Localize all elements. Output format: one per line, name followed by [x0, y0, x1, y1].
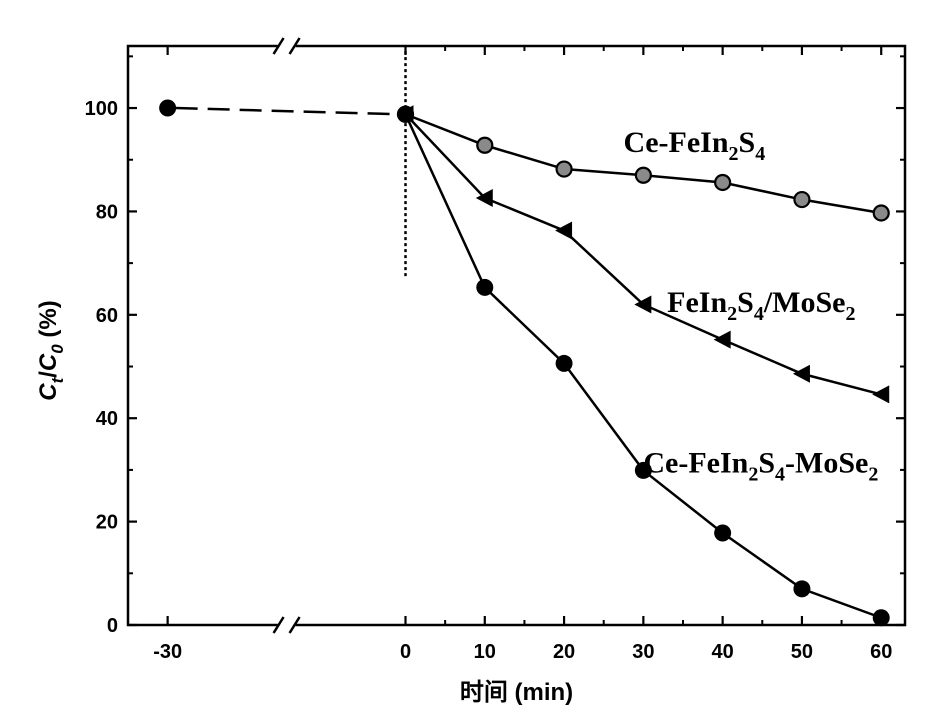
x-tick-label: 20 [553, 641, 575, 663]
data-point-gray [477, 138, 492, 153]
y-axis-title-part: C [35, 353, 62, 371]
y-tick-label: 100 [85, 98, 118, 120]
series-label-subscript: 2 [748, 463, 758, 485]
y-axis-title-part: C [35, 383, 62, 401]
x-tick-label: 60 [870, 641, 892, 663]
series-label-subscript: 2 [868, 463, 878, 485]
data-point-black [397, 106, 414, 123]
x-tick-label: 0 [400, 641, 411, 663]
y-tick-label: 0 [107, 615, 118, 637]
series-labels: Ce-FeIn2S4FeIn2S4/MoSe2Ce-FeIn2S4-MoSe2 [624, 126, 879, 486]
series-label-subscript: 2 [845, 303, 855, 325]
x-tick-label: -30 [153, 641, 182, 663]
data-point-gray [557, 162, 572, 177]
series-label-1: FeIn2S4/MoSe2 [667, 286, 855, 325]
data-point-triangle [793, 365, 810, 383]
data-point-triangle [714, 331, 731, 349]
x-tick-label: 10 [474, 641, 496, 663]
data-point-gray [715, 175, 730, 190]
series-label-text: /MoSe [763, 286, 846, 319]
series-label-text: -MoSe [785, 446, 868, 479]
series-label-text: S [758, 446, 775, 479]
series-label-text: S [739, 126, 756, 159]
data-point-triangle [555, 222, 572, 240]
axes: -30 0 10 20 30 40 50 60 0 20 40 60 80 100 [85, 38, 905, 663]
data-point-black [159, 100, 176, 117]
series-label-subscript: 2 [727, 303, 737, 325]
series-label-text: Ce-FeIn [643, 446, 748, 479]
series-label-text: S [737, 286, 754, 319]
series-label-subscript: 2 [729, 143, 739, 165]
data-point-triangle [872, 385, 889, 403]
data-point-black [476, 279, 493, 296]
y-axis-title-part: (%) [35, 300, 62, 344]
series-label-subscript: 4 [754, 303, 764, 325]
data-point-gray [874, 205, 889, 220]
series-label-text: Ce-FeIn [624, 126, 729, 159]
plot-frame [128, 46, 905, 625]
y-axis-title: Ct/C0 (%) [35, 300, 67, 401]
data-point-gray [794, 192, 809, 207]
data-point-gray [636, 168, 651, 183]
series-label-text: FeIn [667, 286, 727, 319]
series-label-0: Ce-FeIn2S4 [624, 126, 766, 165]
y-tick-label: 20 [96, 512, 118, 534]
x-axis-title: 时间 (min) [460, 679, 573, 706]
series-label-subscript: 4 [755, 143, 765, 165]
data-point-black [556, 355, 573, 372]
x-tick-label: 40 [712, 641, 734, 663]
plot-area [159, 51, 890, 626]
y-tick-label: 60 [96, 305, 118, 327]
y-tick-label: 80 [96, 201, 118, 223]
y-tick-label: 40 [96, 408, 118, 430]
series-label-subscript: 4 [775, 463, 785, 485]
data-point-black [793, 580, 810, 597]
dark-adsorption-line [176, 108, 398, 114]
series-label-2: Ce-FeIn2S4-MoSe2 [643, 446, 878, 485]
data-point-black [873, 609, 890, 626]
x-tick-label: 30 [632, 641, 654, 663]
x-tick-label: 50 [791, 641, 813, 663]
data-point-black [714, 524, 731, 541]
